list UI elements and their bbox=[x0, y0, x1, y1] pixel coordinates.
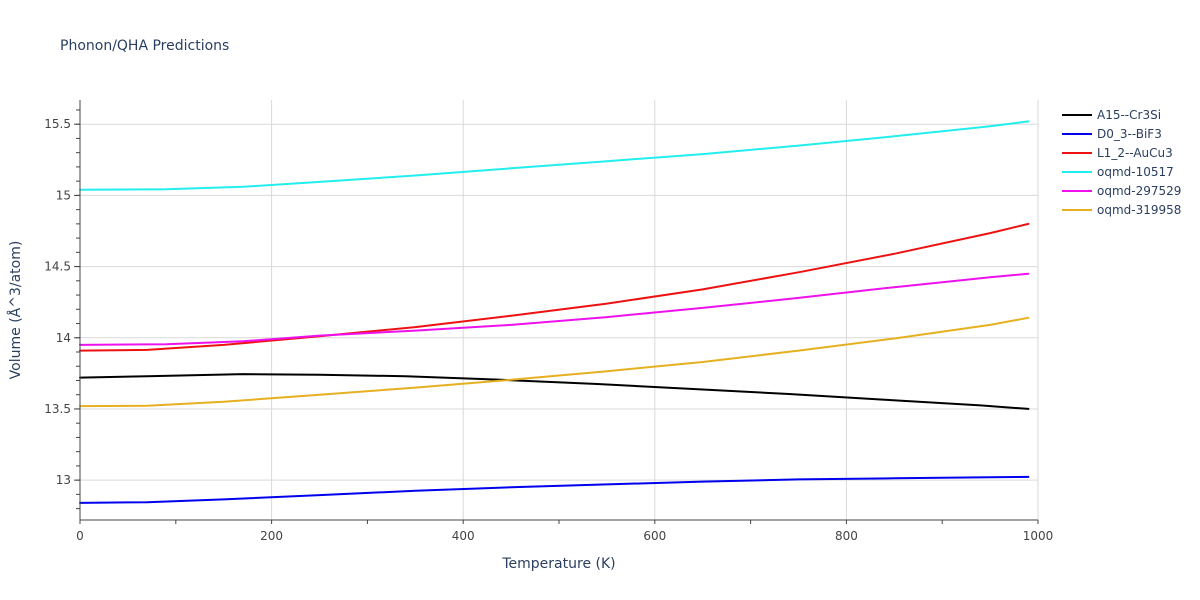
y-tick-label: 14 bbox=[56, 331, 71, 345]
x-tick-label: 400 bbox=[452, 529, 475, 543]
y-tick-label: 15.5 bbox=[44, 117, 71, 131]
legend-item[interactable]: L1_2--AuCu3 bbox=[1062, 146, 1173, 160]
legend-item[interactable]: oqmd-319958 bbox=[1062, 203, 1181, 217]
y-tick-label: 13.5 bbox=[44, 402, 71, 416]
legend-label: oqmd-319958 bbox=[1097, 203, 1181, 217]
legend-item[interactable]: A15--Cr3Si bbox=[1062, 108, 1161, 122]
series-line-A15--Cr3Si bbox=[79, 373, 1030, 410]
chart-title: Phonon/QHA Predictions bbox=[60, 38, 229, 54]
x-tick-label: 0 bbox=[76, 529, 84, 543]
legend-label: A15--Cr3Si bbox=[1097, 108, 1161, 122]
x-tick-label: 1000 bbox=[1023, 529, 1054, 543]
series-line-oqmd-10517 bbox=[79, 120, 1030, 191]
x-axis-ticks: 0 200 400 600 800 1000 bbox=[76, 529, 1053, 543]
y-axis-ticks: 13 13.5 14 14.5 15 15.5 bbox=[44, 117, 71, 487]
legend[interactable]: A15--Cr3Si D0_3--BiF3 L1_2--AuCu3 oqmd-1051… bbox=[1062, 108, 1181, 217]
x-tick-label: 800 bbox=[835, 529, 858, 543]
series-line-oqmd-297529 bbox=[79, 272, 1030, 346]
legend-item[interactable]: D0_3--BiF3 bbox=[1062, 127, 1162, 141]
x-tick-label: 600 bbox=[643, 529, 666, 543]
series-line-D0_3--BiF3 bbox=[79, 475, 1030, 504]
legend-label: oqmd-297529 bbox=[1097, 184, 1181, 198]
axes bbox=[74, 100, 1039, 524]
y-axis-title: Volume (Å^3/atom) bbox=[7, 241, 24, 380]
series-line-oqmd-319958 bbox=[79, 316, 1030, 408]
legend-label: D0_3--BiF3 bbox=[1097, 127, 1162, 141]
y-tick-label: 13 bbox=[56, 473, 71, 487]
y-tick-label: 14.5 bbox=[44, 260, 71, 274]
legend-item[interactable]: oqmd-10517 bbox=[1062, 165, 1174, 179]
legend-label: L1_2--AuCu3 bbox=[1097, 146, 1173, 160]
series-layer bbox=[79, 120, 1030, 504]
x-axis-title: Temperature (K) bbox=[501, 556, 615, 572]
legend-item[interactable]: oqmd-297529 bbox=[1062, 184, 1181, 198]
y-tick-label: 15 bbox=[56, 188, 71, 202]
grid bbox=[80, 100, 1039, 520]
x-tick-label: 200 bbox=[260, 529, 283, 543]
legend-label: oqmd-10517 bbox=[1097, 165, 1174, 179]
series-line-L1_2--AuCu3 bbox=[79, 222, 1030, 352]
